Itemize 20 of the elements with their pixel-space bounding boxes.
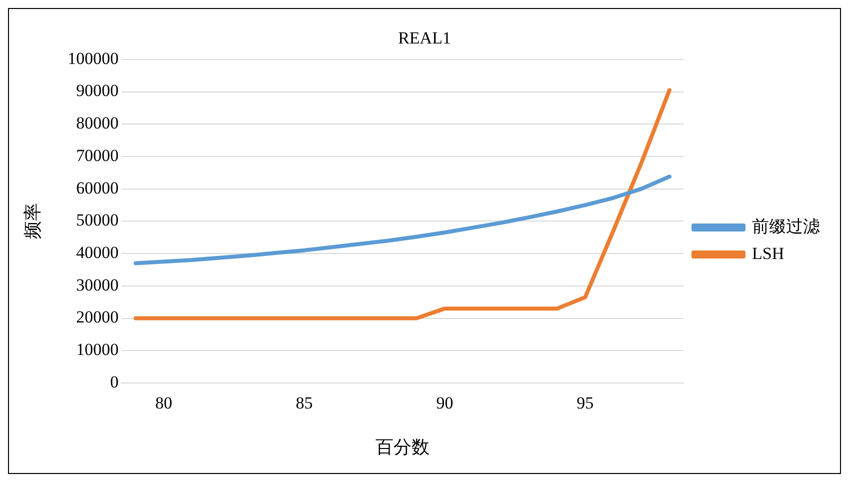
- y-tick-label: 60000: [76, 178, 119, 198]
- y-tick-label: 40000: [76, 243, 119, 262]
- y-tick-label: 10000: [76, 340, 119, 360]
- y-tick-label: 30000: [76, 275, 119, 294]
- x-tick-label: 90: [436, 394, 454, 413]
- y-tick-label: 100000: [68, 48, 119, 68]
- legend-label: 前缀过滤: [752, 216, 820, 236]
- y-tick-label: 80000: [76, 114, 119, 133]
- y-tick-label: 20000: [76, 308, 119, 327]
- y-axis-title: 频率: [22, 203, 43, 240]
- chart-title: REAL1: [398, 28, 451, 48]
- x-tick-label: 80: [155, 394, 172, 413]
- legend-label: LSH: [752, 244, 784, 263]
- y-tick-label: 70000: [76, 146, 119, 165]
- y-tick-label: 90000: [76, 81, 119, 100]
- y-tick-label: 0: [110, 372, 119, 392]
- y-tick-label: 50000: [76, 210, 119, 230]
- x-axis-title: 百分数: [376, 436, 430, 457]
- x-tick-label: 85: [296, 394, 313, 413]
- x-tick-label: 95: [576, 394, 594, 413]
